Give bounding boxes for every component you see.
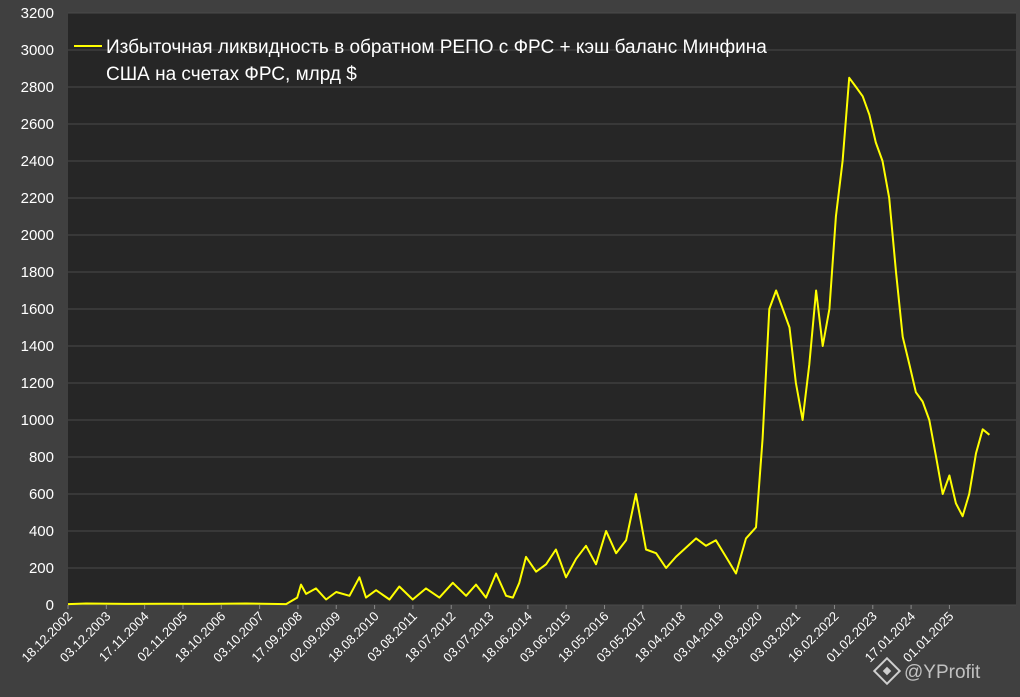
- legend-line-2: США на счетах ФРС, млрд $: [106, 64, 357, 85]
- y-tick-label: 0: [46, 597, 54, 614]
- y-axis-ticks: 0 200 400 600 800 1000 1200 1400 1600 1800 2000 220…: [21, 5, 54, 614]
- y-tick-label: 2800: [21, 79, 54, 96]
- legend-line-1: Избыточная ликвидность в обратном РЕПО с…: [106, 37, 767, 58]
- y-tick-label: 200: [29, 560, 54, 577]
- y-tick-label: 3000: [21, 42, 54, 59]
- gridlines: [68, 12, 1016, 606]
- y-tick-label: 1600: [21, 301, 54, 318]
- watermark-text: @YProfit: [904, 662, 981, 683]
- y-tick-label: 2600: [21, 116, 54, 133]
- y-tick-label: 2000: [21, 227, 54, 244]
- y-tick-label: 600: [29, 486, 54, 503]
- y-tick-label: 3200: [21, 5, 54, 22]
- series-layer: [67, 76, 991, 606]
- y-tick-label: 400: [29, 523, 54, 540]
- y-tick-label: 2400: [21, 153, 54, 170]
- y-tick-label: 1800: [21, 264, 54, 281]
- y-tick-label: 1000: [21, 412, 54, 429]
- y-tick-label: 2200: [21, 190, 54, 207]
- y-tick-label: 800: [29, 449, 54, 466]
- y-tick-label: 1200: [21, 375, 54, 392]
- y-tick-label: 1400: [21, 338, 54, 355]
- series-line-0: [67, 76, 991, 606]
- legend: Избыточная ликвидность в обратном РЕПО с…: [74, 37, 767, 85]
- watermark: @YProfit: [872, 656, 981, 686]
